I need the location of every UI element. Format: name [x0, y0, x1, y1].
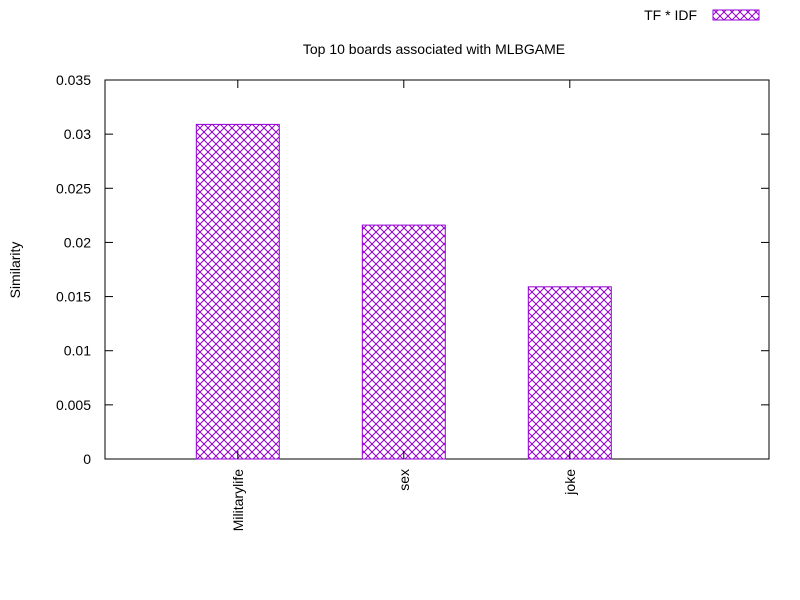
bar-militarylife: [195, 123, 280, 460]
legend-label: TF * IDF: [644, 7, 697, 23]
bar-joke: [527, 286, 612, 460]
y-tick-label: 0.035: [56, 72, 91, 88]
y-tick-label: 0.025: [56, 180, 91, 196]
bar-sex: [361, 224, 446, 460]
x-tick-label: sex: [396, 469, 412, 491]
chart-title: Top 10 boards associated with MLBGAME: [303, 41, 565, 57]
y-tick-label: 0.01: [64, 343, 91, 359]
y-tick-label: 0.03: [64, 126, 91, 142]
y-tick-label: 0.02: [64, 234, 91, 250]
x-tick-label: joke: [562, 469, 578, 496]
bars: [195, 123, 612, 460]
legend-swatch: [712, 9, 760, 21]
y-tick-label: 0.015: [56, 289, 91, 305]
y-tick-label: 0: [83, 451, 91, 467]
x-ticks: Militarylife sex joke: [230, 80, 578, 531]
y-tick-label: 0.005: [56, 397, 91, 413]
x-tick-label: Militarylife: [230, 469, 246, 531]
legend: TF * IDF: [644, 7, 760, 23]
y-axis-label: Similarity: [7, 242, 23, 299]
y-ticks: 0 0.005 0.01 0.015 0.02 0.025 0.03 0.035: [56, 72, 769, 467]
